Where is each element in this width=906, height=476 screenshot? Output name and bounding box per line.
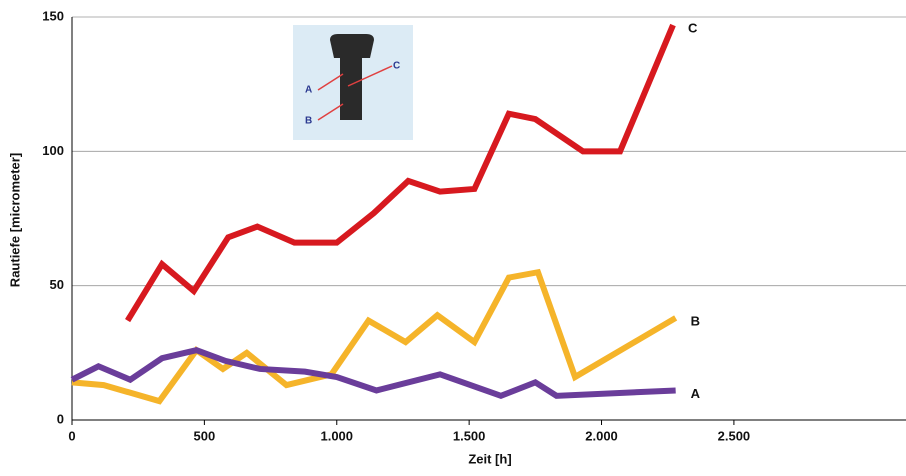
inset-label: A (305, 85, 312, 96)
series-label: A (691, 386, 701, 401)
bolt-head (330, 34, 374, 58)
series-line (72, 272, 676, 401)
x-tick-label: 2.500 (718, 428, 751, 443)
x-tick-label: 2.000 (585, 428, 618, 443)
y-tick-label: 0 (57, 411, 64, 426)
y-axis-label: Rautiefe [micrometer] (7, 153, 22, 287)
plot: 0 50 100 150 0 500 1.000 1.500 2.000 2.500 C B A (42, 8, 906, 443)
inset-label: B (305, 116, 312, 127)
series-label: C (688, 20, 698, 35)
series-label: B (691, 313, 700, 328)
y-tick-label: 150 (42, 8, 64, 23)
inset-image: A B C (293, 25, 413, 140)
y-tick-label: 100 (42, 143, 64, 158)
x-axis-label: Zeit [h] (468, 451, 511, 466)
x-tick-label: 1.000 (320, 428, 353, 443)
x-tick-label: 1.500 (453, 428, 486, 443)
y-tick-label: 50 (50, 277, 64, 292)
inset-label: C (393, 61, 400, 72)
bolt-shank (340, 58, 362, 120)
chart: 0 50 100 150 0 500 1.000 1.500 2.000 2.500 C B A A B… (0, 0, 906, 471)
x-tick-label: 0 (68, 428, 75, 443)
x-tick-label: 500 (194, 428, 216, 443)
